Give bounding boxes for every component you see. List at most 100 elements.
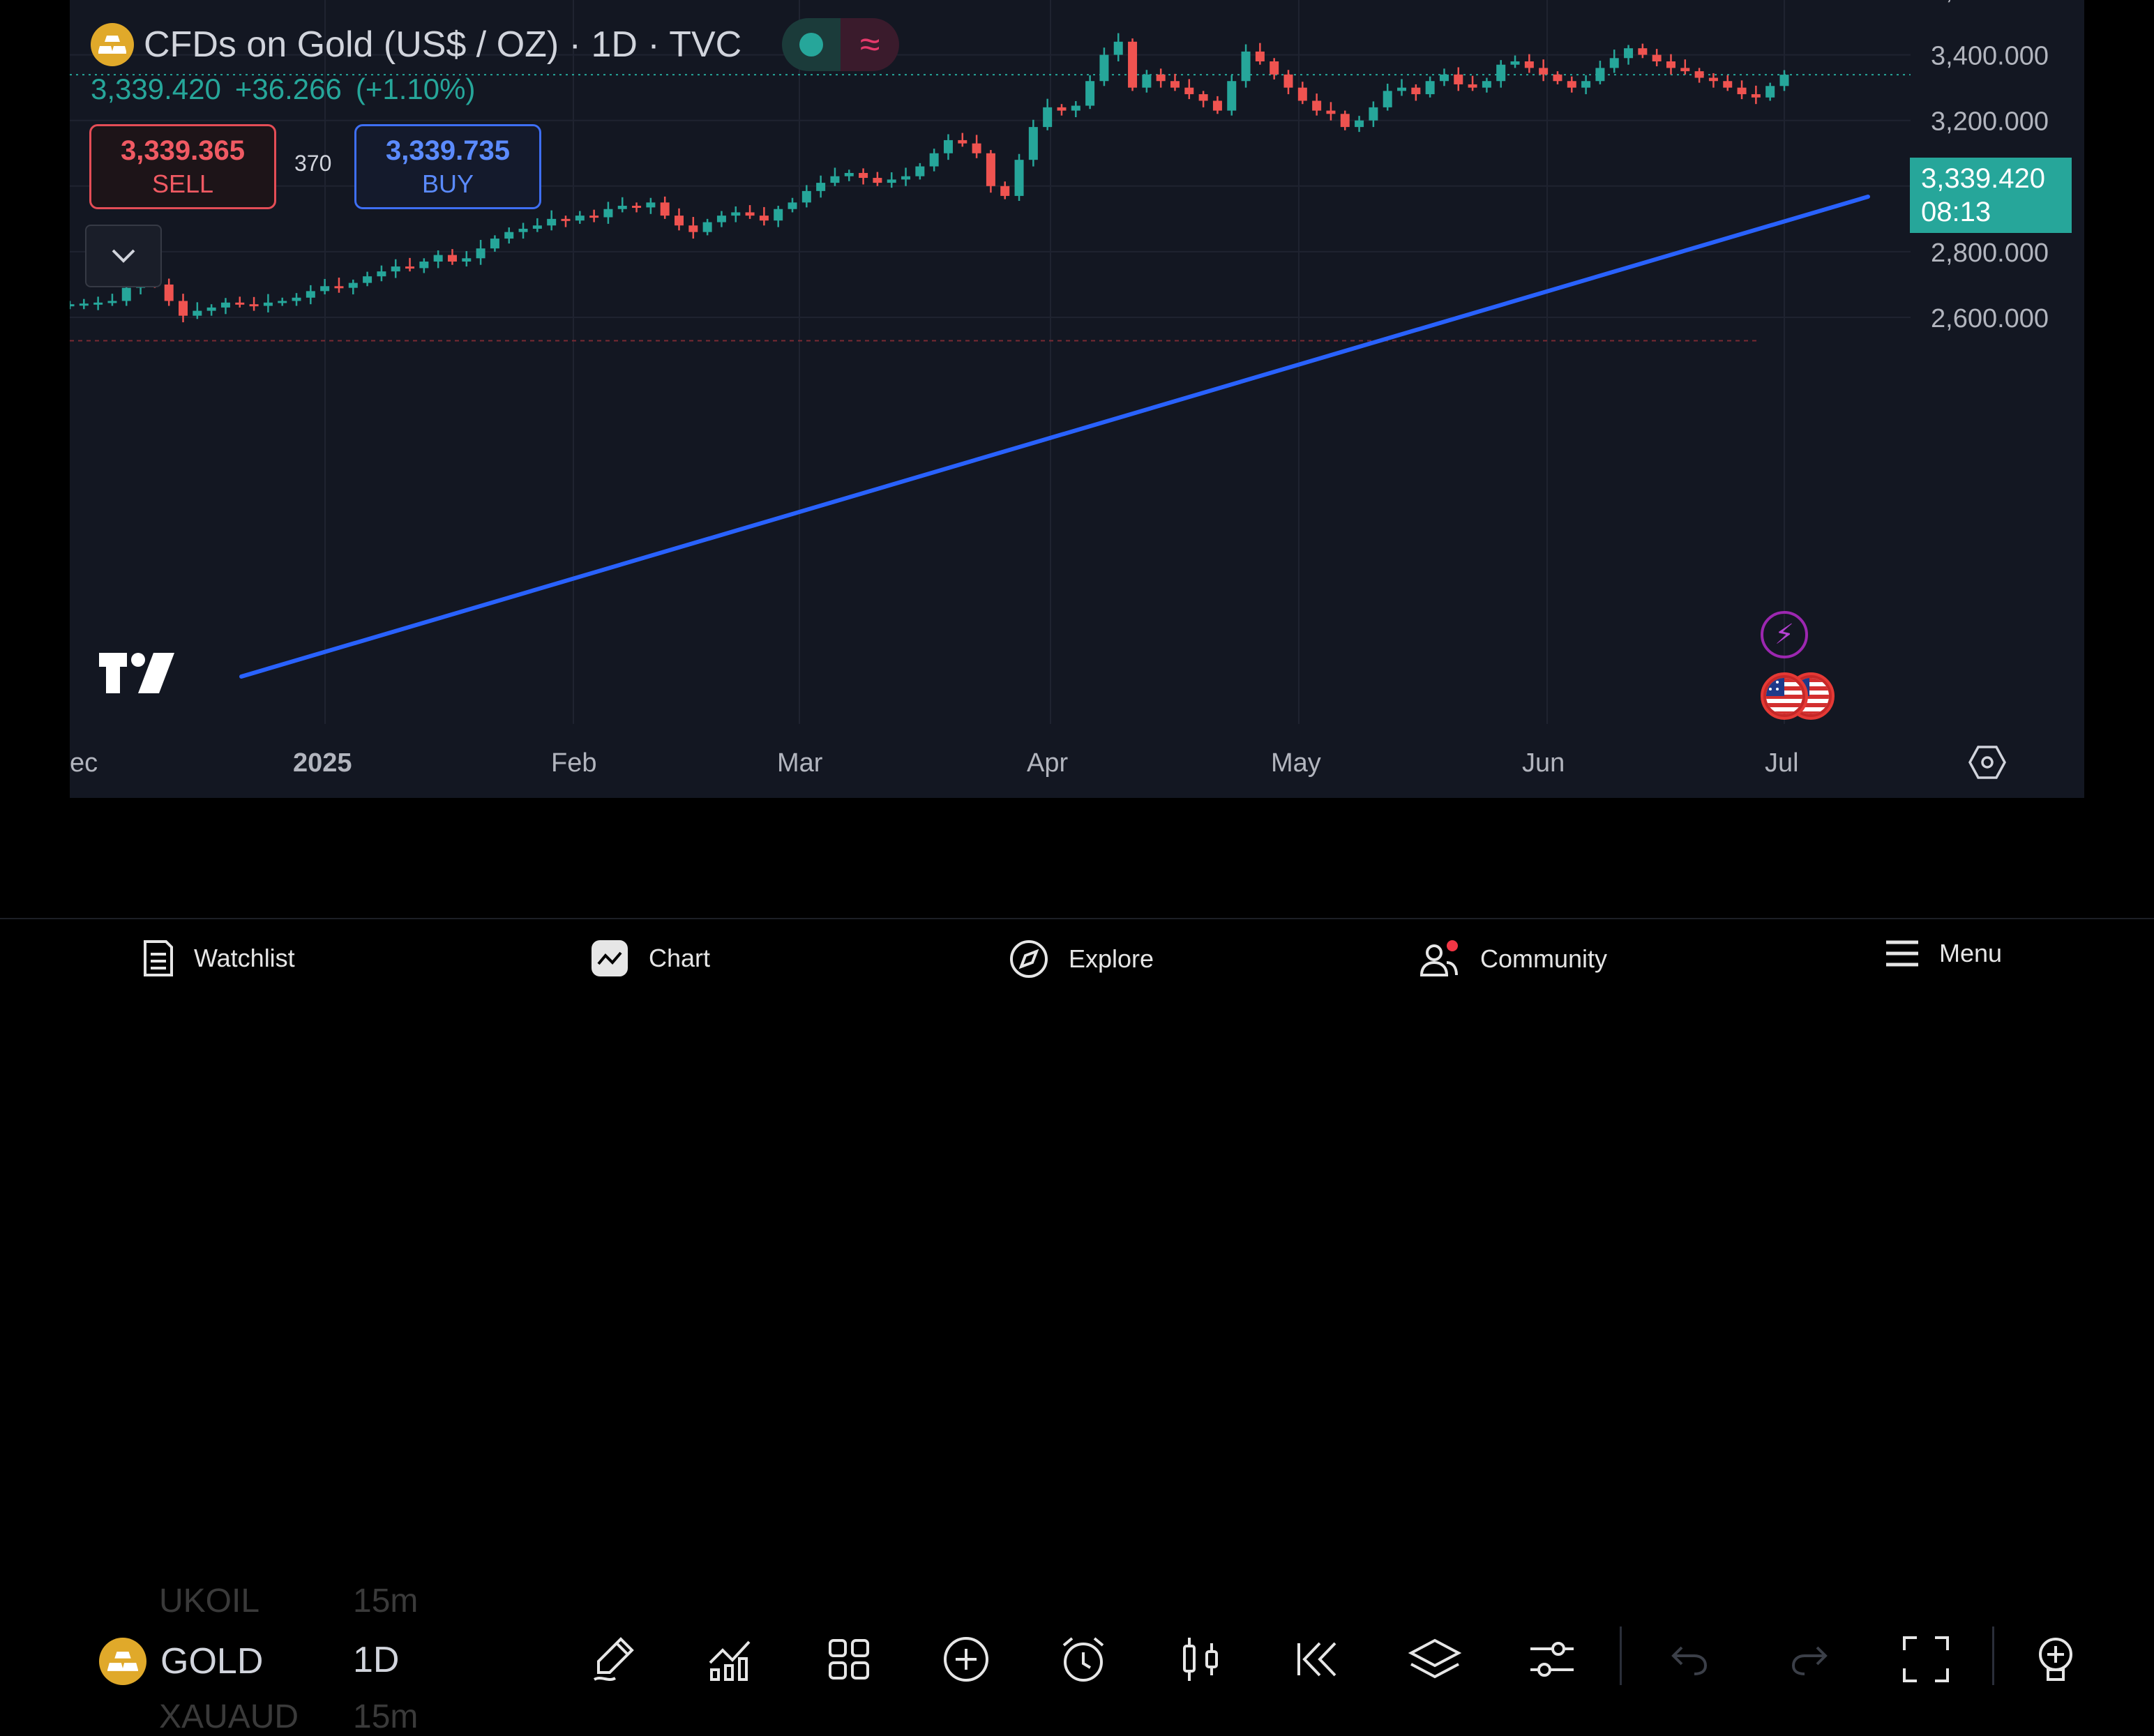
layers-icon [1408, 1638, 1462, 1679]
nav-menu[interactable]: Menu [1885, 939, 2002, 968]
candle-body [1227, 81, 1237, 111]
candle-body [675, 216, 684, 226]
candle-body [745, 212, 755, 216]
community-icon [1419, 940, 1458, 976]
candle-body [1425, 81, 1435, 95]
candle-body [1624, 48, 1634, 59]
ghost-symbol-top: UKOIL [159, 1583, 260, 1620]
market-status[interactable]: ≈ [782, 18, 900, 71]
undo-button[interactable] [1659, 1628, 1722, 1691]
gold-bars-icon [91, 23, 134, 66]
candle-body [801, 190, 811, 203]
compare-symbol-button[interactable] [935, 1628, 997, 1691]
candle-body [774, 209, 783, 221]
candle-body [759, 216, 769, 221]
candle-body [1468, 84, 1477, 88]
candle-body [1028, 127, 1038, 160]
nav-watchlist[interactable]: Watchlist [142, 939, 295, 978]
candle-body [1383, 91, 1392, 107]
symbol-name: GOLD [160, 1641, 264, 1682]
layout-button[interactable] [818, 1628, 880, 1691]
candle-body [193, 310, 202, 316]
candle-body [589, 216, 599, 218]
chart-toolbar: UKOIL 15m GOLD 1D XAUAUD 15m [0, 798, 2154, 1735]
chart-settings-button[interactable] [1521, 1628, 1583, 1691]
candle-body [1539, 68, 1549, 75]
redo-icon [1791, 1646, 1828, 1675]
candle-body [1553, 74, 1562, 82]
time-axis-label: ec [70, 748, 98, 778]
candle-body [1043, 107, 1053, 128]
candle-body [1057, 107, 1067, 111]
alert-button[interactable] [1052, 1628, 1115, 1691]
candle-body [292, 297, 301, 301]
fullscreen-icon [1903, 1636, 1949, 1682]
candle-body [1737, 87, 1747, 95]
candle-body [1694, 71, 1704, 78]
candle-body [617, 206, 627, 209]
candle-body [1113, 41, 1123, 55]
nav-chart[interactable]: Chart [590, 939, 710, 978]
symbol-selector[interactable]: GOLD [99, 1638, 263, 1685]
ideas-button[interactable] [2031, 1628, 2084, 1691]
us-economic-events[interactable] [1758, 671, 1842, 725]
candle-body [1355, 120, 1364, 128]
candle-body [532, 225, 542, 229]
symbol-title[interactable]: CFDs on Gold (US$ / OZ) · 1D · TVC [144, 24, 742, 65]
candle-body [1326, 110, 1336, 114]
candle-body [70, 304, 75, 307]
candle-body [348, 282, 358, 288]
time-axis-label: Feb [551, 748, 596, 778]
toolbar-divider [1620, 1626, 1622, 1685]
nav-explore-label: Explore [1069, 944, 1154, 973]
collapse-legend-button[interactable] [85, 225, 162, 287]
pencil-icon [593, 1637, 634, 1681]
buy-button[interactable]: 3,339.735 BUY [354, 124, 541, 209]
plus-circle-icon [944, 1637, 988, 1682]
nav-chart-label: Chart [649, 944, 711, 972]
price-chart[interactable]: 3,600.0003,400.0003,200.0003,000.0002,80… [70, 0, 2084, 798]
spread-value: 370 [294, 151, 332, 176]
hamburger-menu-icon [1886, 940, 1918, 967]
redo-button[interactable] [1777, 1628, 1840, 1691]
nav-explore[interactable]: Explore [1009, 939, 1154, 979]
lightning-icon[interactable]: ⚡ [1761, 611, 1808, 658]
candle-body [1085, 81, 1095, 106]
candle-body [1567, 81, 1576, 88]
chart-panel[interactable]: 3,600.0003,400.0003,200.0003,000.0002,80… [70, 0, 2084, 798]
sell-label: SELL [151, 169, 214, 198]
candle-body [943, 139, 953, 153]
candle-body [1283, 74, 1293, 88]
nav-community[interactable]: Community [1419, 939, 1607, 979]
bottom-navigation: Watchlist Chart Explore Community Menu [0, 918, 2154, 1004]
compass-icon [1010, 940, 1048, 978]
indicators-button[interactable] [699, 1628, 762, 1691]
object-tree-button[interactable] [1403, 1628, 1466, 1691]
market-open-icon [782, 18, 841, 71]
symbol-header: CFDs on Gold (US$ / OZ) · 1D · TVC ≈ [91, 18, 900, 71]
candle-body [93, 302, 103, 305]
candle-body [462, 258, 472, 262]
grid-icon [829, 1639, 869, 1680]
candle-body [1609, 58, 1619, 68]
candle-body [915, 166, 925, 176]
candle-body [788, 202, 797, 209]
price-axis-label: 2,600.000 [1931, 304, 2049, 333]
sell-button[interactable]: 3,339.365 SELL [89, 124, 276, 209]
candle-body [1270, 61, 1279, 75]
ghost-timeframe-bottom: 15m [353, 1698, 419, 1735]
candle-body [1765, 86, 1775, 98]
trendline [239, 195, 1870, 679]
current-price-tag: 3,339.420 08:13 [1910, 158, 2072, 233]
chart-settings-icon[interactable] [1968, 745, 2006, 783]
buy-label: BUY [421, 169, 474, 198]
candle-body [561, 218, 571, 221]
timeframe-selector[interactable]: 1D [353, 1640, 400, 1680]
drawing-tools-button[interactable] [583, 1628, 646, 1691]
fullscreen-button[interactable] [1895, 1628, 1957, 1691]
chart-icon [592, 940, 628, 976]
replay-button[interactable] [1285, 1628, 1348, 1691]
nav-community-label: Community [1480, 944, 1608, 973]
candle-body [391, 266, 400, 272]
chart-type-button[interactable] [1169, 1628, 1232, 1691]
